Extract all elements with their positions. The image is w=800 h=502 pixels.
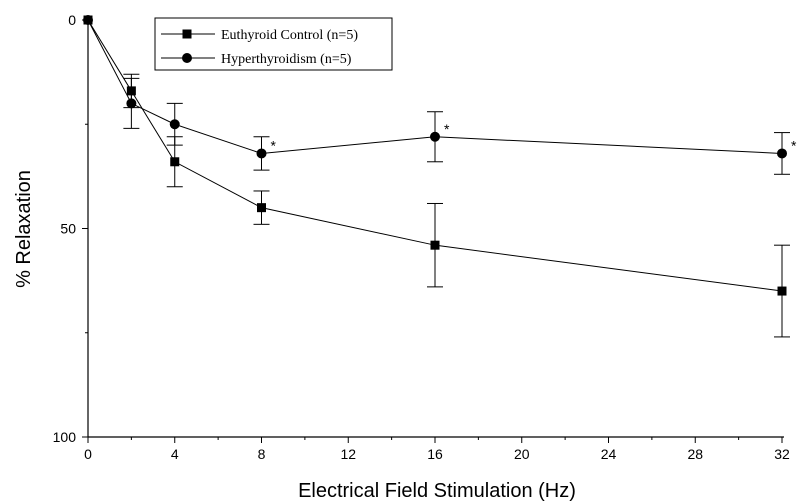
x-tick-label: 12 — [340, 446, 356, 462]
data-point — [170, 157, 180, 167]
x-tick-label: 16 — [427, 446, 443, 462]
series-line — [87, 19, 783, 154]
legend-label: Hyperthyroidism (n=5) — [221, 52, 352, 67]
x-tick-label: 24 — [601, 446, 617, 462]
x-tick-label: 8 — [258, 446, 266, 462]
data-point — [83, 15, 93, 25]
data-point — [430, 131, 440, 142]
data-point — [256, 148, 267, 159]
x-axis-title: Electrical Field Stimulation (Hz) — [298, 480, 576, 502]
x-tick-label: 28 — [687, 446, 703, 462]
x-tick-label: 0 — [84, 446, 92, 462]
y-tick-label: 50 — [60, 221, 76, 237]
data-point — [126, 98, 137, 109]
legend-item: Hyperthyroidism (n=5) — [161, 52, 352, 67]
legend-marker — [182, 53, 192, 63]
legend-label: Euthyroid Control (n=5) — [221, 28, 358, 43]
series-line — [87, 19, 783, 292]
legend: Euthyroid Control (n=5) Hyperthyroidism (… — [154, 17, 393, 71]
legend-item: Euthyroid Control (n=5) — [161, 28, 358, 43]
series-layer: * * * — [83, 15, 797, 338]
y-tick-label: 0 — [68, 12, 76, 28]
x-tick-label: 20 — [514, 446, 530, 462]
significance-mark: * — [271, 137, 277, 153]
data-point — [430, 240, 440, 250]
data-point — [777, 148, 787, 159]
x-tick-label: 4 — [171, 446, 179, 462]
legend-box — [154, 17, 393, 71]
series-hyperthyroidism: * * * — [83, 15, 797, 175]
legend-marker — [182, 29, 192, 39]
y-axis-title: % Relaxation — [13, 170, 35, 288]
significance-mark: * — [444, 121, 450, 137]
data-point — [169, 119, 180, 130]
data-point — [257, 203, 266, 213]
axes: 0 4 8 12 16 20 24 28 32 0 50 100 — [53, 12, 790, 462]
data-point — [777, 286, 787, 296]
significance-mark: * — [791, 137, 797, 153]
x-tick-label: 32 — [774, 446, 790, 462]
y-tick-label: 100 — [53, 429, 77, 445]
